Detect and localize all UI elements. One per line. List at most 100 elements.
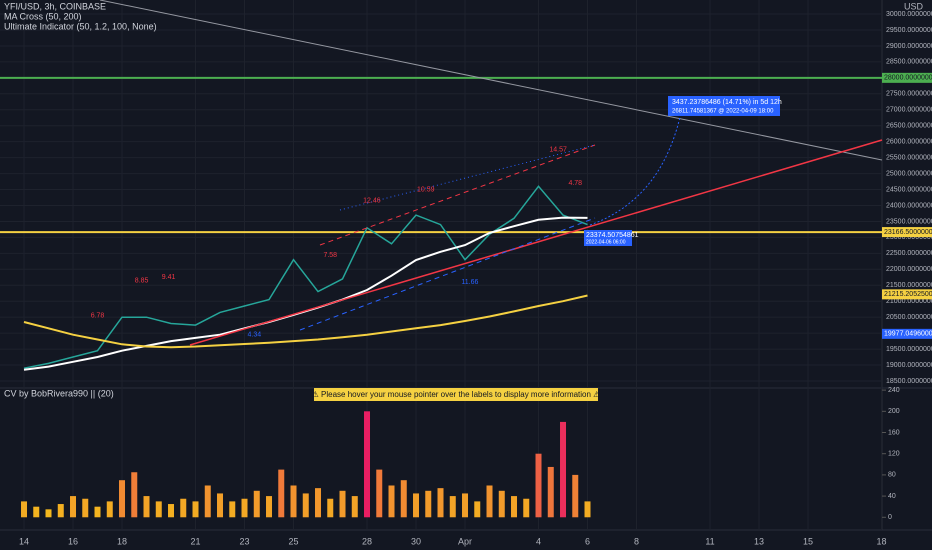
price-label-box xyxy=(882,289,932,300)
y-tick-label: 29000.00000000 xyxy=(886,43,932,50)
x-tick-label: 21 xyxy=(191,536,201,546)
y-tick-label: 21500.00000000 xyxy=(886,282,932,289)
annotation: 8.85 xyxy=(135,277,149,284)
annotation: 10.59 xyxy=(417,186,435,193)
volume-bar xyxy=(192,501,199,518)
series-line xyxy=(23,294,588,349)
annotation: 11.66 xyxy=(461,279,478,286)
callout: 23374.50754861 xyxy=(586,232,639,239)
price-label-box xyxy=(882,328,932,339)
volume-bar xyxy=(413,493,420,518)
y-tick-label: 18500.00000000 xyxy=(886,378,932,385)
volume-bar xyxy=(462,493,469,518)
volume-bar xyxy=(290,485,297,518)
volume-bar xyxy=(94,506,101,518)
callout-box xyxy=(668,96,780,116)
y-tick-label: 24000.00000000 xyxy=(886,202,932,209)
volume-bar xyxy=(572,474,579,518)
volume-bar xyxy=(204,485,211,518)
volume-bar xyxy=(168,504,175,518)
annotation: 7.58 xyxy=(323,252,337,259)
volume-bar xyxy=(119,480,126,518)
volume-bar xyxy=(131,472,138,518)
x-tick-label: 30 xyxy=(411,536,421,546)
x-tick-label: 15 xyxy=(803,536,813,546)
volume-bar xyxy=(217,493,224,518)
volume-bar xyxy=(364,411,371,518)
volume-bar xyxy=(302,493,309,518)
volume-bar xyxy=(560,421,567,518)
y-tick-label: 19000.00000000 xyxy=(886,362,932,369)
volume-bar xyxy=(547,466,554,518)
y-tick-label: 25000.00000000 xyxy=(886,170,932,177)
price-label: 21215.20525000 xyxy=(884,291,932,298)
y-tick-label: 25500.00000000 xyxy=(886,154,932,161)
banner-box xyxy=(314,388,598,401)
y-tick-label: 24500.00000000 xyxy=(886,186,932,193)
y-tick-label: 40 xyxy=(888,493,896,500)
y-tick-label: 22500.00000000 xyxy=(886,250,932,257)
volume-bar xyxy=(584,501,591,518)
volume-bar xyxy=(21,501,28,518)
annotation: 4.34 xyxy=(247,332,261,339)
y-tick-label: 240 xyxy=(888,387,900,394)
y-tick-label: 27000.00000000 xyxy=(886,107,932,114)
volume-bar xyxy=(400,480,407,518)
y-tick-label: 120 xyxy=(888,451,900,458)
channel-line xyxy=(319,144,596,246)
x-tick-label: 16 xyxy=(68,536,78,546)
volume-bar xyxy=(143,496,150,518)
y-tick-label: 26500.00000000 xyxy=(886,123,932,130)
volume-bar xyxy=(437,488,444,518)
volume-bar xyxy=(106,501,113,518)
price-label: 19977.04960000 xyxy=(884,331,932,338)
y-tick-label: 27500.00000000 xyxy=(886,91,932,98)
symbol: YFI/USD, 3h, COINBASE xyxy=(4,1,106,11)
y-tick-label: 22000.00000000 xyxy=(886,266,932,273)
x-tick-label: 11 xyxy=(705,536,714,546)
volume-bar xyxy=(498,490,505,518)
price-label-box xyxy=(882,72,932,83)
annotation: 4.78 xyxy=(568,180,582,187)
volume-bar xyxy=(82,498,89,518)
volume-bar xyxy=(180,498,187,518)
price-label-box xyxy=(882,227,932,238)
y-tick-label: 0 xyxy=(888,514,892,521)
x-tick-label: Apr xyxy=(458,536,472,546)
indicator: MA Cross (50, 200) xyxy=(4,11,82,21)
y-tick-label: 26000.00000000 xyxy=(886,139,932,146)
volume-bar xyxy=(45,509,52,518)
indicator: CV by BobRivera990 || (20) xyxy=(4,388,114,398)
annotation: 9.41 xyxy=(162,274,176,281)
volume-bar xyxy=(57,504,64,518)
annotation: 14.57 xyxy=(549,146,567,153)
volume-bar xyxy=(535,453,542,518)
volume-bar xyxy=(266,496,273,518)
currency: USD xyxy=(904,1,924,11)
y-tick-label: 19500.00000000 xyxy=(886,346,932,353)
x-tick-label: 8 xyxy=(634,536,639,546)
y-tick-label: 20500.00000000 xyxy=(886,314,932,321)
volume-bar xyxy=(523,498,530,518)
x-tick-label: 4 xyxy=(536,536,541,546)
x-tick-label: 6 xyxy=(585,536,590,546)
y-tick-label: 23500.00000000 xyxy=(886,218,932,225)
y-tick-label: 80 xyxy=(888,472,896,479)
y-tick-label: 200 xyxy=(888,408,900,415)
volume-bar xyxy=(155,501,162,518)
volume-bar xyxy=(278,469,285,518)
price-label: 28000.00000000 xyxy=(884,75,932,82)
trend-line xyxy=(189,139,883,346)
y-tick-label: 28500.00000000 xyxy=(886,59,932,66)
channel-line xyxy=(299,217,596,331)
volume-bar xyxy=(327,498,334,518)
volume-bar xyxy=(376,469,383,518)
volume-bar xyxy=(449,496,456,518)
volume-bar xyxy=(474,501,481,518)
volume-bar xyxy=(425,490,432,518)
callout-box xyxy=(584,230,632,246)
volume-bar xyxy=(315,488,322,518)
volume-bar xyxy=(511,496,518,518)
